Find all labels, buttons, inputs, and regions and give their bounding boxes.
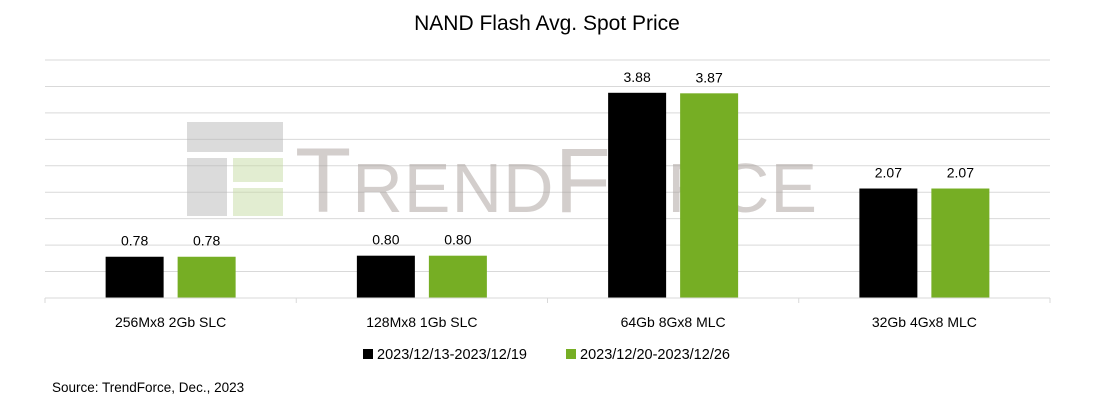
- bar: [105, 256, 164, 298]
- bar: [428, 255, 487, 298]
- chart-title: NAND Flash Avg. Spot Price: [414, 12, 680, 35]
- legend-swatch: [566, 349, 576, 359]
- data-labels: 0.78 0.78 0.80 0.80 3.88 3.87 2.07 2.07: [121, 69, 974, 249]
- bar: [931, 188, 990, 298]
- legend-label: 2023/12/13-2023/12/19: [377, 347, 527, 363]
- legend-swatch: [363, 349, 373, 359]
- source-note: Source: TrendForce, Dec., 2023: [52, 380, 244, 395]
- data-label: 3.88: [624, 69, 651, 85]
- x-tick-label: 64Gb 8Gx8 MLC: [621, 314, 726, 330]
- bars: [105, 92, 990, 299]
- x-tick-label: 256Mx8 2Gb SLC: [115, 314, 226, 330]
- svg-text:TRENDFORCE: TRENDFORCE: [295, 130, 818, 232]
- data-label: 0.80: [372, 232, 399, 248]
- bar: [177, 256, 236, 298]
- bar: [608, 92, 667, 299]
- data-label: 2.07: [875, 165, 902, 181]
- data-label: 3.87: [696, 69, 723, 85]
- x-tick-label: 32Gb 4Gx8 MLC: [872, 314, 977, 330]
- bar: [859, 188, 918, 298]
- category-axis: 256Mx8 2Gb SLC 128Mx8 1Gb SLC 64Gb 8Gx8 ML…: [44, 297, 1051, 330]
- data-label: 2.07: [947, 165, 974, 181]
- bar: [356, 255, 415, 298]
- x-tick-label: 128Mx8 1Gb SLC: [366, 314, 477, 330]
- bar: [680, 93, 739, 298]
- data-label: 0.78: [121, 233, 148, 249]
- legend: 2023/12/13-2023/12/19 2023/12/20-2023/12/…: [363, 347, 730, 363]
- data-label: 0.80: [444, 232, 471, 248]
- data-label: 0.78: [193, 233, 220, 249]
- legend-label: 2023/12/20-2023/12/26: [580, 347, 730, 363]
